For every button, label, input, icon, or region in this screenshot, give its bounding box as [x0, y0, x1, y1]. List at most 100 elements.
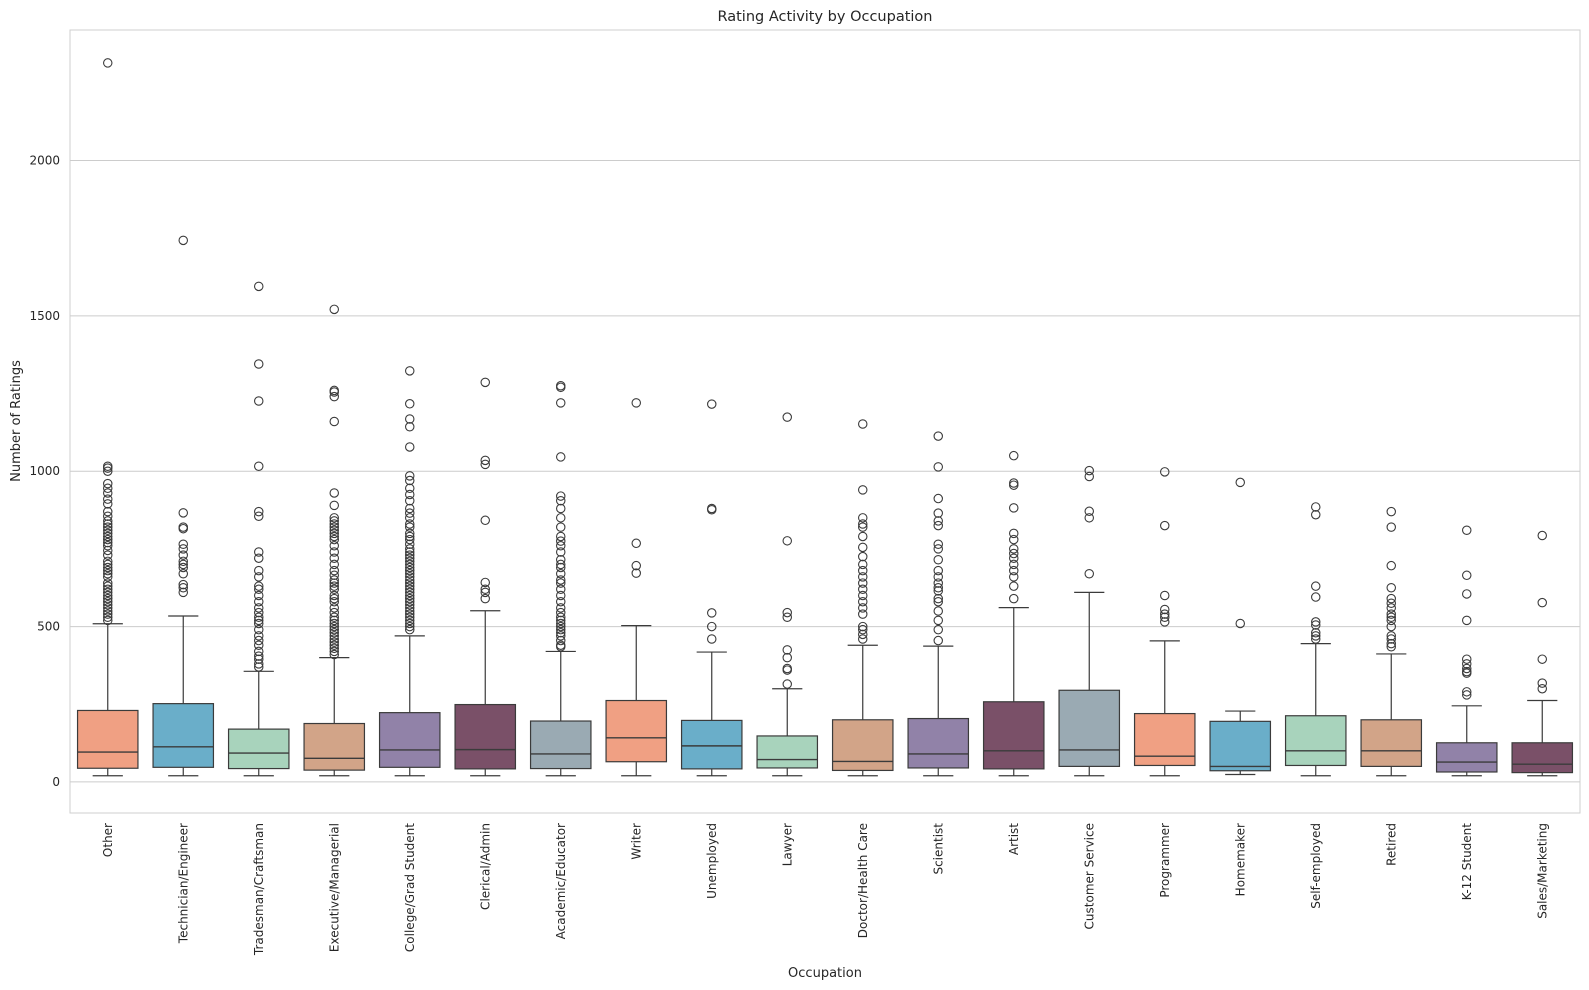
outlier-point: [1311, 502, 1321, 512]
outlier-point: [857, 590, 868, 601]
outlier-point: [857, 565, 868, 576]
outlier-point: [254, 511, 264, 522]
outlier-point: [404, 528, 415, 539]
outlier-point: [254, 654, 264, 664]
outlier-point: [404, 587, 415, 598]
outlier-point: [480, 515, 490, 526]
box-group: [303, 304, 366, 777]
outlier-point: [1008, 565, 1019, 576]
outlier-point: [329, 643, 339, 654]
x-tick-label: Programmer: [1158, 823, 1172, 898]
box: [982, 701, 1045, 770]
box-group: [1511, 530, 1574, 777]
outlier-point: [555, 541, 566, 551]
outlier-point: [857, 624, 868, 635]
outlier-point: [329, 637, 339, 647]
outlier-point: [480, 459, 490, 470]
outlier-point: [555, 513, 566, 523]
y-tick-label: 500: [37, 620, 60, 634]
outlier-point: [404, 544, 415, 554]
outlier-point: [103, 584, 113, 595]
outlier-point: [1084, 471, 1095, 482]
outlier-point: [1008, 503, 1019, 513]
outlier-point: [555, 398, 566, 408]
outlier-point: [555, 603, 566, 613]
outlier-point: [404, 547, 415, 557]
x-tick-label: Doctor/Health Care: [856, 823, 870, 938]
outlier-point: [404, 562, 415, 573]
y-tick-label: 2000: [29, 154, 60, 168]
outlier-point: [1311, 620, 1321, 630]
outlier-point: [782, 665, 792, 675]
outlier-point: [1462, 690, 1472, 700]
outlier-point: [329, 634, 339, 644]
outlier-point: [933, 578, 943, 588]
outlier-point: [1386, 609, 1397, 619]
outlier-point: [555, 642, 566, 652]
outlier-point: [254, 281, 264, 292]
outlier-point: [329, 304, 339, 315]
outlier-point: [404, 581, 415, 591]
outlier-point: [329, 488, 339, 498]
y-tick-label: 1000: [29, 464, 60, 478]
outlier-point: [857, 609, 868, 619]
outlier-point: [404, 615, 415, 626]
outlier-point: [178, 559, 189, 570]
outlier-point: [1008, 572, 1019, 582]
outlier-point: [329, 534, 339, 545]
x-tick-label: Retired: [1384, 823, 1398, 866]
outlier-point: [555, 559, 566, 570]
outlier-point: [329, 416, 339, 427]
outlier-point: [555, 382, 566, 393]
outlier-point: [933, 493, 943, 504]
outlier-point: [103, 562, 113, 573]
outlier-point: [103, 499, 113, 509]
outlier-point: [103, 556, 113, 567]
box: [1058, 689, 1121, 767]
outlier-point: [1386, 634, 1397, 644]
outlier-point: [103, 466, 113, 476]
y-tick-label: 0: [52, 775, 60, 789]
outlier-point: [103, 478, 113, 489]
outlier-point: [254, 640, 264, 650]
outlier-point: [404, 578, 415, 588]
outlier-point: [706, 399, 717, 409]
outlier-point: [857, 542, 868, 553]
outlier-point: [404, 471, 415, 481]
box-group: [1435, 525, 1498, 777]
box: [907, 717, 970, 769]
outlier-point: [857, 485, 868, 495]
outlier-point: [178, 582, 189, 593]
outlier-point: [555, 635, 566, 646]
outlier-point: [404, 489, 415, 500]
outlier-point: [404, 534, 415, 545]
box-group: [680, 399, 743, 777]
box: [1284, 715, 1347, 767]
outlier-point: [329, 559, 339, 570]
outlier-point: [1160, 609, 1170, 619]
box: [152, 703, 215, 768]
outlier-point: [1008, 548, 1019, 559]
outlier-point: [1386, 612, 1397, 622]
outlier-point: [555, 495, 566, 506]
outlier-point: [103, 603, 113, 613]
outlier-point: [404, 442, 415, 452]
outlier-point: [1386, 615, 1397, 626]
outlier-point: [329, 513, 339, 523]
outlier-point: [254, 646, 264, 657]
outlier-point: [1084, 465, 1095, 476]
box-group: [378, 366, 441, 777]
box: [529, 720, 592, 770]
box: [303, 722, 366, 771]
outlier-point: [857, 621, 868, 632]
outlier-point: [857, 603, 868, 613]
outlier-point: [329, 581, 339, 591]
outlier-point: [1160, 520, 1170, 531]
x-tick-label: K-12 Student: [1460, 823, 1474, 901]
outlier-point: [254, 584, 264, 595]
outlier-point: [254, 553, 264, 563]
outlier-point: [329, 522, 339, 532]
outlier-point: [404, 519, 415, 529]
box-group: [1058, 465, 1121, 777]
outlier-point: [1084, 513, 1095, 523]
